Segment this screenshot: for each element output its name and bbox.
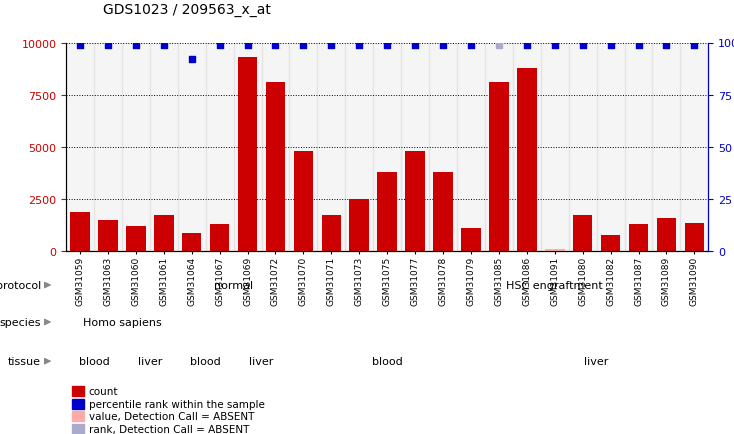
Point: [605, 42, 617, 49]
Bar: [485, 43, 513, 252]
Bar: [373, 43, 401, 252]
Bar: [405, 152, 425, 252]
Point: [186, 56, 197, 63]
Bar: [73, 424, 84, 434]
Bar: [625, 43, 653, 252]
Point: [269, 42, 281, 49]
Bar: [66, 43, 94, 252]
Point: [437, 42, 449, 49]
Point: [214, 42, 225, 49]
Bar: [261, 43, 289, 252]
Bar: [154, 215, 173, 252]
Bar: [545, 250, 564, 252]
Bar: [289, 43, 317, 252]
Point: [158, 42, 170, 49]
Point: [493, 42, 505, 49]
Bar: [657, 218, 676, 252]
Bar: [73, 411, 84, 421]
Bar: [206, 43, 233, 252]
Bar: [73, 387, 84, 397]
Bar: [569, 43, 597, 252]
Point: [549, 42, 561, 49]
Bar: [210, 225, 230, 252]
Text: blood: blood: [79, 356, 109, 366]
Point: [241, 42, 253, 49]
Text: rank, Detection Call = ABSENT: rank, Detection Call = ABSENT: [89, 424, 249, 434]
Point: [633, 42, 644, 49]
Bar: [433, 173, 453, 252]
Bar: [680, 43, 708, 252]
Bar: [601, 235, 620, 252]
Point: [130, 42, 142, 49]
Bar: [541, 43, 569, 252]
Bar: [345, 43, 373, 252]
Bar: [429, 43, 457, 252]
Point: [325, 42, 337, 49]
Point: [353, 42, 365, 49]
Text: GDS1023 / 209563_x_at: GDS1023 / 209563_x_at: [103, 3, 271, 17]
Bar: [629, 225, 648, 252]
Bar: [178, 43, 206, 252]
Bar: [182, 233, 202, 252]
Bar: [597, 43, 625, 252]
Text: value, Detection Call = ABSENT: value, Detection Call = ABSENT: [89, 411, 254, 421]
Bar: [573, 215, 592, 252]
Bar: [294, 152, 313, 252]
Bar: [517, 69, 537, 252]
Bar: [513, 43, 541, 252]
Bar: [266, 83, 286, 252]
Bar: [126, 227, 145, 252]
Point: [661, 42, 672, 49]
Bar: [685, 224, 704, 252]
Bar: [489, 83, 509, 252]
Text: normal: normal: [214, 280, 253, 290]
Text: count: count: [89, 387, 118, 397]
Text: liver: liver: [584, 356, 608, 366]
Bar: [122, 43, 150, 252]
Bar: [401, 43, 429, 252]
Text: protocol: protocol: [0, 280, 41, 290]
Bar: [238, 58, 258, 252]
Bar: [94, 43, 122, 252]
Point: [688, 42, 700, 49]
Text: liver: liver: [250, 356, 274, 366]
Text: HSC engraftment: HSC engraftment: [506, 280, 603, 290]
Bar: [70, 212, 90, 252]
Point: [521, 42, 533, 49]
Text: species: species: [0, 317, 41, 327]
Bar: [233, 43, 261, 252]
Bar: [653, 43, 680, 252]
Text: percentile rank within the sample: percentile rank within the sample: [89, 399, 264, 409]
Text: liver: liver: [138, 356, 162, 366]
Bar: [377, 173, 397, 252]
Point: [382, 42, 393, 49]
Bar: [98, 220, 117, 252]
Point: [465, 42, 477, 49]
Point: [74, 42, 86, 49]
Point: [410, 42, 421, 49]
Bar: [457, 43, 485, 252]
Text: blood: blood: [372, 356, 402, 366]
Point: [577, 42, 589, 49]
Text: blood: blood: [190, 356, 221, 366]
Text: tissue: tissue: [8, 356, 41, 366]
Bar: [150, 43, 178, 252]
Bar: [321, 215, 341, 252]
Point: [102, 42, 114, 49]
Bar: [461, 229, 481, 252]
Bar: [317, 43, 345, 252]
Text: Capra hircus: Capra hircus: [408, 317, 478, 327]
Text: Homo sapiens: Homo sapiens: [82, 317, 161, 327]
Point: [297, 42, 309, 49]
Bar: [349, 200, 369, 252]
Bar: [73, 399, 84, 409]
